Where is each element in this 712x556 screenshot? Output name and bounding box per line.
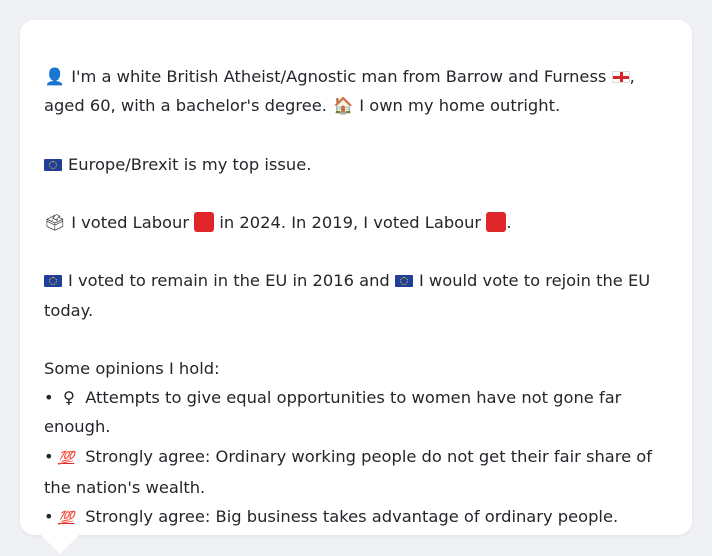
opinion-item-cont: enough. bbox=[44, 417, 111, 437]
eu-text-a: I voted to remain in the EU in 2016 and bbox=[68, 271, 390, 291]
intro-line-1: 👤 I'm a white British Atheist/Agnostic m… bbox=[44, 62, 662, 91]
top-issue-line: Europe/Brexit is my top issue. bbox=[44, 150, 662, 179]
intro-line-2: aged 60, with a bachelor's degree. 🏠 I o… bbox=[44, 91, 662, 120]
england-flag-icon bbox=[611, 71, 630, 83]
female-sign-icon: ♀ bbox=[63, 388, 75, 408]
vote-text-a: I voted Labour bbox=[71, 212, 190, 232]
hundred-points-icon: 💯 bbox=[58, 510, 75, 526]
eu-line: I voted to remain in the EU in 2016 and … bbox=[44, 266, 662, 295]
opinion-text: Strongly agree: Ordinary working people … bbox=[85, 446, 652, 466]
bubble-tail bbox=[40, 534, 80, 554]
eu-flag-icon bbox=[44, 275, 62, 288]
home-ownership-text: I own my home outright. bbox=[359, 96, 561, 116]
house-icon: 🏠 bbox=[332, 96, 354, 116]
labour-red-square-icon bbox=[194, 211, 215, 232]
opinion-item: • 💯 Strongly agree: Ordinary working peop… bbox=[44, 442, 662, 473]
intro-text: I'm a white British Atheist/Agnostic man… bbox=[71, 67, 607, 86]
eu-flag-icon bbox=[394, 275, 413, 288]
opinion-text: Strongly agree: Big business takes advan… bbox=[85, 506, 619, 526]
vote-line: 🗳 I voted Labour in 2024. In 2019, I vot… bbox=[44, 208, 662, 237]
ballot-box-icon: 🗳 bbox=[44, 212, 66, 232]
opinion-text: Attempts to give equal opportunities to … bbox=[85, 388, 622, 408]
person-icon: 👤 bbox=[44, 67, 66, 86]
message-bubble: 👤 I'm a white British Atheist/Agnostic m… bbox=[20, 20, 692, 535]
age-education-text: aged 60, with a bachelor's degree. bbox=[44, 96, 327, 116]
opinion-item: • ♀ Attempts to give equal opportunities … bbox=[44, 383, 662, 412]
labour-red-square-icon bbox=[486, 211, 507, 232]
hundred-points-icon: 💯 bbox=[58, 450, 75, 466]
eu-flag-icon bbox=[44, 158, 62, 171]
vote-text-b: in 2024. In 2019, I voted Labour bbox=[219, 212, 482, 232]
top-issue-text: Europe/Brexit is my top issue. bbox=[68, 154, 312, 174]
opinions-header: Some opinions I hold: bbox=[44, 358, 220, 378]
eu-text-b: I would vote to rejoin the EU bbox=[418, 271, 651, 291]
opinion-item: • 💯 Strongly agree: Big business takes ad… bbox=[44, 502, 662, 533]
opinion-item-cont: the nation's wealth. bbox=[44, 477, 206, 497]
eu-line-2: today. bbox=[44, 300, 94, 320]
